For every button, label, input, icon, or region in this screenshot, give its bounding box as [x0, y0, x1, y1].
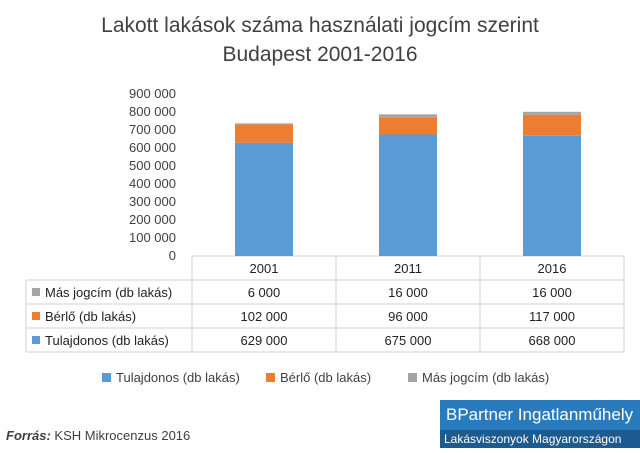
table-cell-value: 117 000 [529, 309, 575, 324]
chart-title-line2: Budapest 2001-2016 [223, 43, 418, 66]
legend-swatch [408, 373, 417, 382]
bar-segment [235, 124, 293, 143]
bar-segment [523, 111, 581, 115]
y-tick-label: 900 000 [129, 86, 176, 101]
bar-segment [379, 134, 437, 256]
y-tick-label: 0 [169, 248, 176, 263]
y-tick-label: 700 000 [129, 122, 176, 137]
table-row-label: Más jogcím (db lakás) [45, 285, 172, 300]
bar-segment [235, 142, 293, 256]
legend-label: Tulajdonos (db lakás) [116, 370, 240, 385]
table-cell-value: 16 000 [388, 285, 428, 300]
table-cell-value: 102 000 [241, 309, 288, 324]
y-tick-label: 300 000 [129, 194, 176, 209]
x-category-label: 2016 [538, 261, 567, 276]
bar-segment [523, 135, 581, 256]
table-legend-key [32, 288, 40, 296]
source-text: KSH Mikrocenzus 2016 [54, 428, 191, 443]
table-legend-key [32, 312, 40, 320]
table-cell-value: 16 000 [532, 285, 572, 300]
table-cell-value: 675 000 [385, 333, 432, 348]
table-legend-key [32, 336, 40, 344]
brand-logo: BPartner Ingatlanműhely Lakásviszonyok M… [440, 400, 640, 448]
x-category-label: 2011 [394, 261, 422, 276]
table-cell-value: 629 000 [241, 333, 288, 348]
table-row-label: Bérlő (db lakás) [45, 309, 136, 324]
source-note: Forrás: KSH Mikrocenzus 2016 [6, 428, 190, 443]
x-category-label: 2001 [250, 261, 279, 276]
table-cell-value: 6 000 [248, 285, 281, 300]
legend-swatch [266, 373, 275, 382]
y-tick-label: 200 000 [129, 212, 176, 227]
y-tick-label: 100 000 [129, 230, 176, 245]
legend-swatch [102, 373, 111, 382]
chart-title-line1: Lakott lakások száma használati jogcím s… [101, 14, 539, 37]
y-tick-label: 600 000 [129, 140, 176, 155]
brand-logo-line1: BPartner Ingatlanműhely [440, 400, 640, 430]
legend-label: Más jogcím (db lakás) [422, 370, 549, 385]
legend-label: Bérlő (db lakás) [280, 370, 371, 385]
table-cell-value: 668 000 [529, 333, 576, 348]
table-cell-value: 96 000 [388, 309, 428, 324]
bar-segment [379, 114, 437, 118]
table-row-label: Tulajdonos (db lakás) [45, 333, 169, 348]
y-tick-label: 400 000 [129, 176, 176, 191]
bar-segment [379, 117, 437, 135]
source-label: Forrás: [6, 428, 51, 443]
bar-segment [523, 114, 581, 136]
brand-logo-line2: Lakásviszonyok Magyarországon [440, 430, 640, 448]
y-tick-label: 500 000 [129, 158, 176, 173]
y-tick-label: 800 000 [129, 104, 176, 119]
bar-segment [235, 123, 293, 125]
